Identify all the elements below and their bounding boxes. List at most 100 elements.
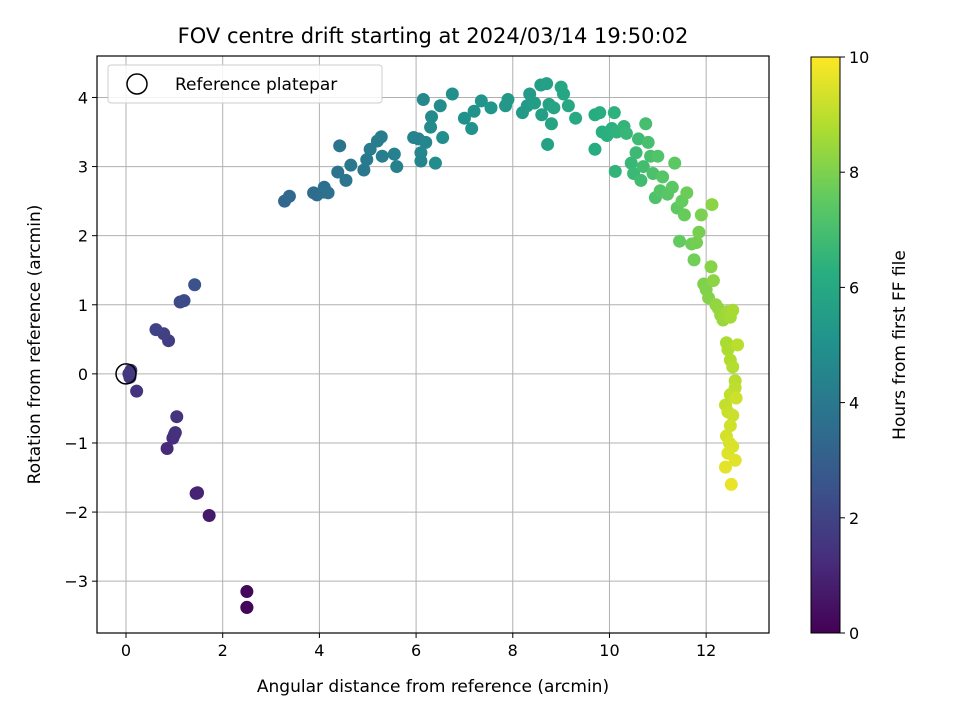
data-point	[656, 170, 670, 184]
data-point	[467, 104, 481, 118]
colorbar-tick-label: 0	[849, 624, 859, 643]
data-point	[240, 585, 254, 599]
data-point	[414, 146, 428, 160]
colorbar-tick-label: 8	[849, 163, 859, 182]
data-point	[130, 384, 144, 398]
chart-title: FOV centre drift starting at 2024/03/14 …	[178, 24, 689, 48]
data-point	[541, 137, 555, 151]
scatter-points	[122, 77, 745, 614]
data-point	[726, 360, 740, 374]
data-point	[321, 186, 335, 200]
data-point	[168, 426, 182, 440]
data-point	[375, 149, 389, 163]
data-point	[544, 117, 558, 131]
data-point	[726, 408, 740, 422]
data-point	[665, 180, 679, 194]
data-point	[416, 93, 430, 107]
x-tick-label: 2	[218, 641, 228, 660]
data-point	[639, 117, 653, 131]
data-point	[636, 160, 650, 174]
legend-reference-marker	[126, 73, 148, 95]
x-tick-label: 6	[411, 641, 421, 660]
data-point	[501, 93, 515, 107]
data-point	[331, 165, 345, 179]
colorbar-ticks: 0 2 4 6 8 10	[840, 48, 869, 643]
data-point	[641, 135, 655, 149]
y-tick-label: 0	[78, 365, 88, 384]
x-axis-ticks: 0 2 4 6 8 10 12	[121, 633, 716, 660]
data-point	[687, 253, 701, 267]
data-point	[390, 160, 404, 174]
data-point	[607, 106, 621, 120]
data-point	[569, 111, 583, 125]
legend: Reference platepar	[107, 64, 383, 104]
colorbar-label: Hours from first FF file	[890, 250, 910, 440]
x-tick-label: 8	[508, 641, 518, 660]
data-point	[593, 106, 607, 120]
legend-label: Reference platepar	[175, 75, 337, 95]
data-point	[724, 477, 738, 491]
y-axis-label: Rotation from reference (arcmin)	[25, 205, 45, 485]
reference-marker	[115, 363, 137, 385]
data-point	[191, 486, 205, 500]
data-point	[535, 108, 549, 122]
y-tick-label: 1	[78, 296, 88, 315]
data-point	[728, 453, 742, 467]
data-point	[673, 234, 687, 248]
data-point	[706, 274, 720, 288]
colorbar-tick-label: 2	[849, 509, 859, 528]
colorbar-gradient	[810, 56, 841, 634]
data-point	[705, 198, 719, 212]
colorbar-tick-label: 10	[849, 48, 869, 67]
y-tick-label: 4	[78, 88, 88, 107]
y-tick-label: 2	[78, 227, 88, 246]
data-point	[629, 146, 643, 160]
data-point	[729, 391, 743, 405]
data-point	[374, 130, 388, 144]
data-point	[677, 208, 691, 222]
data-point	[557, 87, 571, 101]
colorbar-tick-label: 4	[849, 394, 859, 413]
data-point	[282, 189, 296, 203]
data-point	[177, 294, 191, 308]
data-point	[619, 126, 633, 140]
data-point	[339, 173, 353, 187]
data-point	[689, 236, 703, 250]
data-point	[694, 208, 708, 222]
y-axis-ticks: −3 −2 −1 0 1 2 3 4	[64, 88, 97, 591]
data-point	[588, 142, 602, 156]
data-point	[419, 135, 433, 149]
data-point	[436, 131, 450, 145]
data-point	[608, 164, 622, 178]
data-point	[680, 186, 694, 200]
data-point	[457, 111, 471, 125]
x-tick-label: 10	[599, 641, 619, 660]
data-point	[170, 410, 184, 424]
y-tick-label: 3	[78, 158, 88, 177]
data-point	[624, 156, 638, 170]
data-point	[433, 99, 447, 113]
data-point	[149, 323, 163, 337]
data-point	[721, 343, 735, 357]
data-point	[240, 600, 254, 614]
data-point	[428, 156, 442, 170]
x-tick-label: 12	[696, 641, 716, 660]
plot-frame	[96, 55, 770, 634]
data-point	[357, 163, 371, 177]
data-point	[160, 441, 174, 455]
data-point	[547, 101, 561, 115]
data-point	[561, 99, 575, 113]
data-point	[668, 156, 682, 170]
data-point	[425, 110, 439, 124]
data-point	[484, 101, 498, 115]
colorbar: 0 2 4 6 8 10 Hours from first FF file	[810, 48, 910, 643]
data-point	[704, 260, 718, 274]
data-point	[360, 153, 374, 167]
data-point	[718, 460, 732, 474]
data-point	[202, 509, 216, 523]
y-tick-label: −3	[64, 572, 88, 591]
y-tick-label: −2	[64, 503, 88, 522]
data-point	[333, 139, 347, 153]
data-point	[188, 278, 202, 292]
